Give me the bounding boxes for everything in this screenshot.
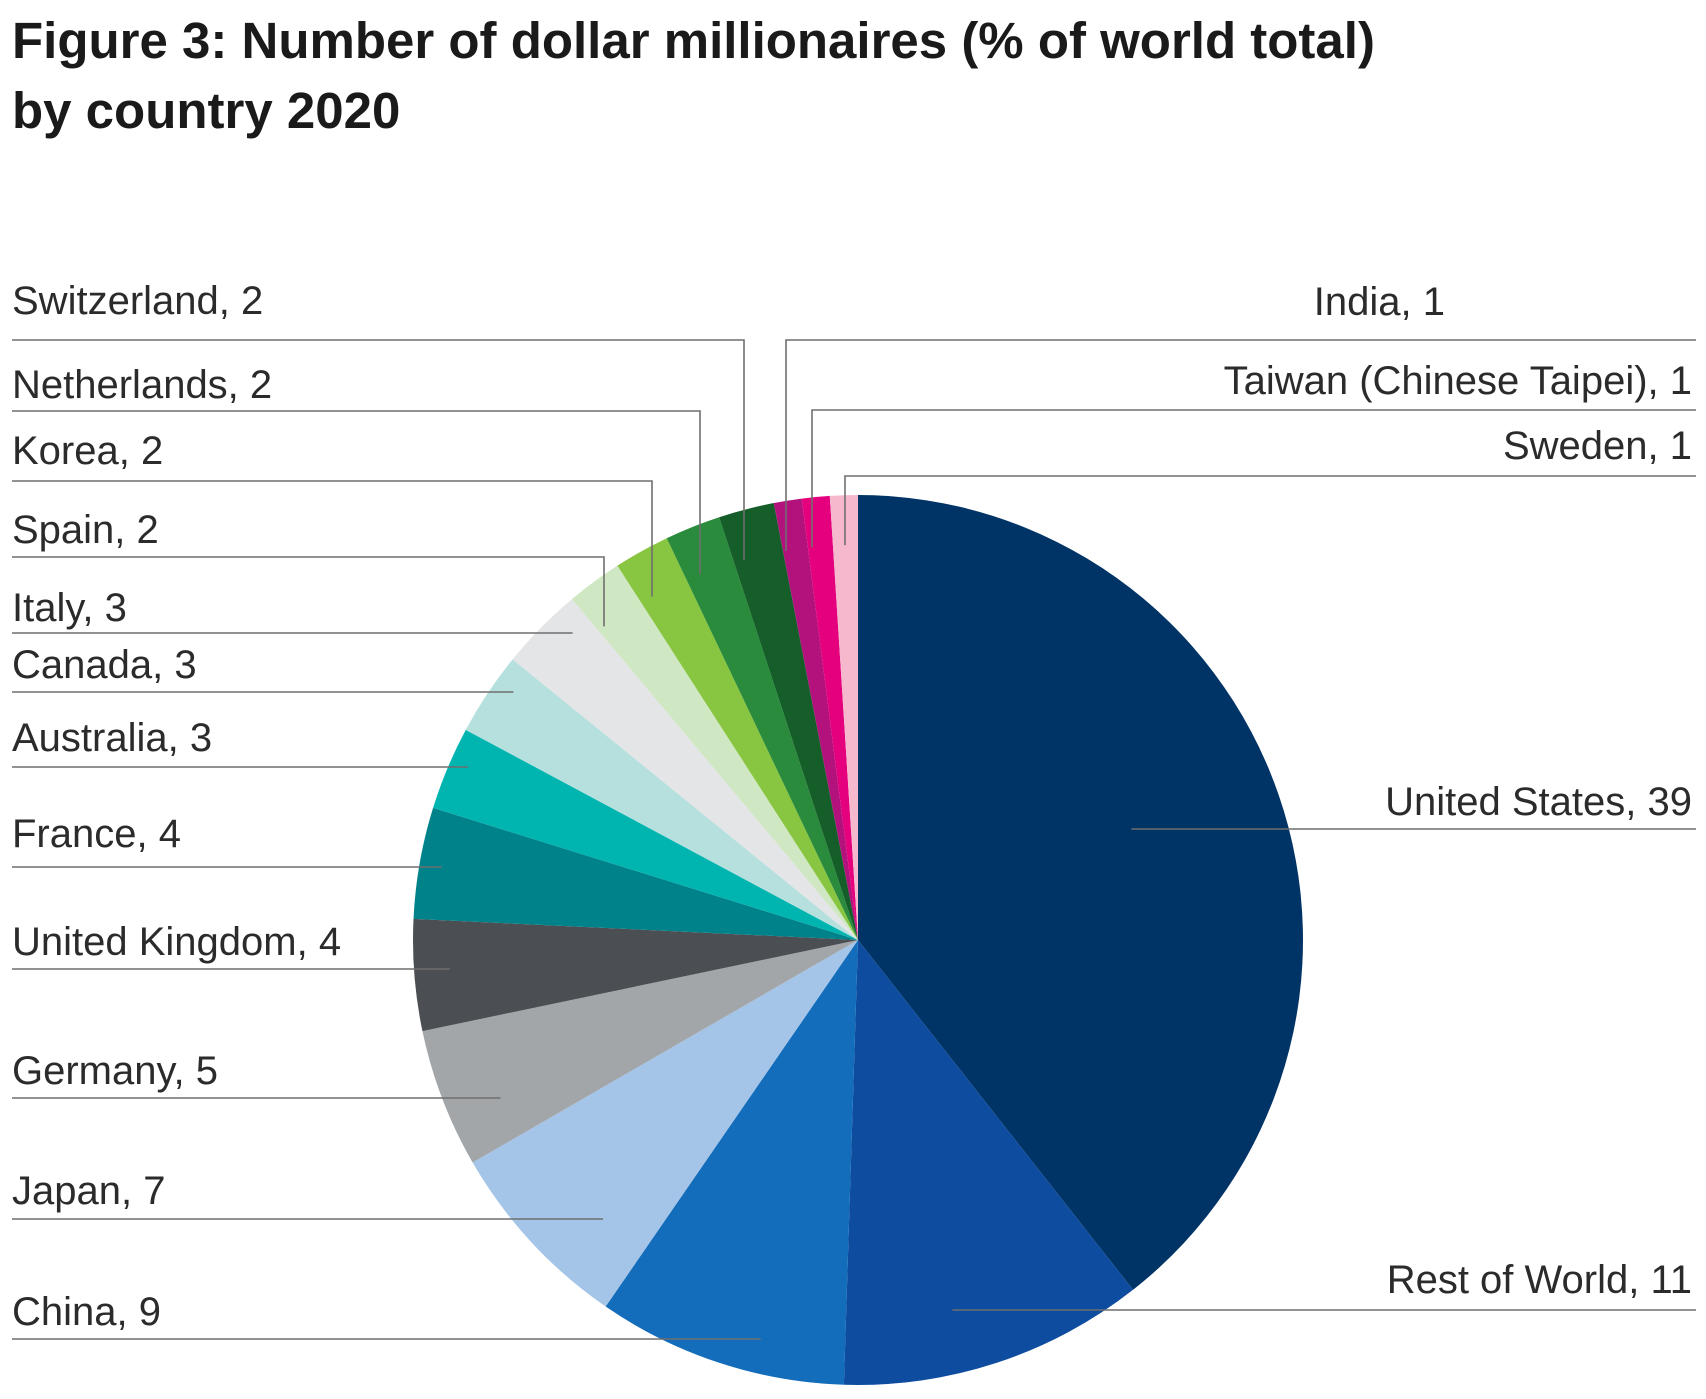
- pie-slice-canada: [465, 659, 858, 940]
- slice-label-france: France, 4: [12, 812, 181, 856]
- pie-slice-netherlands: [666, 517, 858, 940]
- slice-label-germany: Germany, 5: [12, 1049, 218, 1093]
- pie-slice-china: [605, 940, 858, 1385]
- leader-line-netherlands: [12, 410, 701, 575]
- pie-slice-united-kingdom: [412, 918, 858, 1032]
- slice-label-australia: Australia, 3: [12, 716, 212, 760]
- chart-title-line-1: Figure 3: Number of dollar millionaires …: [12, 12, 1375, 69]
- leader-line-india: [785, 339, 1696, 551]
- leader-line-switzerland: [12, 339, 745, 561]
- slice-label-india: India, 1: [1314, 280, 1445, 324]
- pie-slice-germany: [422, 940, 858, 1163]
- slice-label-italy: Italy, 3: [12, 586, 127, 630]
- pie-slice-australia: [433, 729, 858, 940]
- leader-lines: [12, 339, 1696, 1340]
- pie-slice-japan: [472, 940, 858, 1307]
- pie-slices: [412, 495, 1303, 1386]
- pie-slice-india: [773, 498, 858, 940]
- pie-slice-switzerland: [719, 503, 858, 940]
- slice-label-rest-of-world: Rest of World, 11: [1387, 1258, 1692, 1302]
- slice-label-japan: Japan, 7: [12, 1169, 165, 1213]
- chart-title-line-2: by country 2020: [12, 82, 401, 139]
- slice-labels: United States, 39 Rest of World, 11 China,…: [12, 279, 1692, 1334]
- pie-slice-korea: [617, 538, 858, 940]
- chart-title: Figure 3: Number of dollar millionaires …: [12, 6, 1375, 146]
- leader-line-sweden: [844, 475, 1696, 546]
- pie-slice-france: [413, 807, 858, 940]
- pie-slice-united-states: [858, 495, 1303, 1290]
- slice-label-china: China, 9: [12, 1290, 161, 1334]
- slice-label-switzerland: Switzerland, 2: [12, 279, 263, 323]
- slice-label-korea: Korea, 2: [12, 429, 163, 473]
- slice-label-taiwan-chinese-taipei: Taiwan (Chinese Taipei), 1: [1224, 359, 1692, 403]
- pie-slice-spain: [571, 565, 858, 940]
- pie-slice-sweden: [829, 495, 858, 940]
- leader-line-spain: [12, 556, 605, 627]
- leader-line-taiwan-chinese-taipei: [811, 409, 1696, 548]
- slice-label-sweden: Sweden, 1: [1503, 424, 1692, 468]
- slice-label-united-states: United States, 39: [1385, 780, 1692, 824]
- pie-slice-rest-of-world: [843, 940, 1134, 1386]
- leader-line-korea: [12, 480, 653, 597]
- slice-label-spain: Spain, 2: [12, 508, 159, 552]
- slice-label-united-kingdom: United Kingdom, 4: [12, 920, 341, 964]
- pie-slice-taiwan-chinese-taipei: [801, 495, 858, 940]
- pie-slice-italy: [512, 599, 858, 940]
- slice-label-canada: Canada, 3: [12, 643, 197, 687]
- slice-label-netherlands: Netherlands, 2: [12, 363, 272, 407]
